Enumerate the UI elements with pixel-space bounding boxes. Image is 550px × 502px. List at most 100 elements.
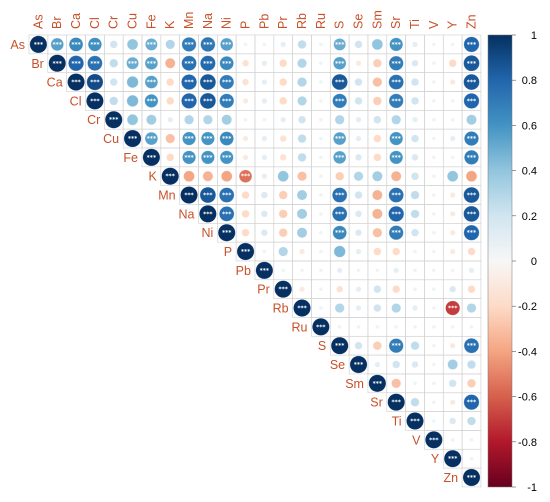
correlation-circle — [299, 248, 305, 255]
correlation-circle — [431, 324, 436, 330]
correlation-circle — [201, 150, 215, 165]
significance-stars: *** — [147, 41, 157, 48]
correlation-circle — [297, 95, 307, 106]
correlation-circle — [449, 79, 456, 85]
significance-stars: *** — [203, 41, 213, 48]
correlation-circle — [431, 211, 436, 217]
correlation-circle — [50, 37, 64, 52]
significance-stars: *** — [391, 399, 401, 406]
correlation-circle — [296, 189, 308, 201]
significance-stars: *** — [147, 154, 157, 161]
correlation-circle — [412, 116, 418, 123]
significance-stars: *** — [222, 98, 232, 105]
correlation-circle — [412, 381, 418, 386]
variable-labels: As Br Ca Cl Cr Cu Fe K Mn Na Ni P Pb Pr Rb Ru S Se Sm Sr Ti V… — [10, 10, 478, 485]
correlation-circle — [183, 170, 195, 182]
correlation-circle — [297, 39, 307, 49]
correlation-circle — [219, 206, 235, 222]
significance-stars: *** — [335, 60, 345, 67]
correlation-circle — [388, 225, 404, 241]
correlation-circle — [182, 150, 196, 165]
correlation-circle — [375, 268, 380, 273]
correlation-circle — [241, 78, 250, 86]
correlation-circle — [467, 247, 476, 256]
correlation-circle — [312, 318, 330, 336]
correlation-circle — [356, 324, 361, 330]
correlation-circle — [262, 42, 267, 47]
significance-stars: *** — [90, 79, 100, 86]
correlation-circle — [278, 246, 289, 257]
significance-stars: *** — [467, 230, 477, 237]
correlation-circle — [463, 338, 480, 354]
row-label: Sm — [345, 377, 364, 391]
significance-stars: *** — [467, 154, 477, 161]
correlation-circle — [447, 170, 459, 182]
color-legend-tick-label: 1 — [531, 30, 537, 42]
correlation-circle — [202, 170, 214, 182]
correlation-circle — [68, 37, 84, 52]
significance-stars: *** — [335, 41, 345, 48]
column-label: Fe — [144, 14, 158, 29]
significance-stars: *** — [335, 98, 345, 105]
row-label: Ni — [201, 226, 213, 240]
correlation-circle — [375, 324, 380, 330]
row-label: Ru — [291, 320, 307, 334]
correlation-circle — [296, 208, 308, 220]
significance-stars: *** — [335, 136, 345, 143]
correlation-circle — [412, 41, 418, 48]
significance-stars: *** — [222, 41, 232, 48]
correlation-circle — [260, 210, 268, 218]
correlation-circle — [466, 360, 477, 370]
column-label: Zn — [465, 14, 479, 29]
correlation-circle — [388, 338, 404, 354]
correlation-circle — [296, 227, 308, 239]
correlation-circle — [388, 205, 405, 222]
correlation-circle — [219, 150, 234, 165]
correlation-circle — [431, 79, 436, 85]
significance-stars: *** — [467, 475, 477, 482]
correlation-circle — [431, 98, 436, 104]
correlation-circle — [449, 229, 456, 236]
correlation-circle — [373, 247, 382, 256]
column-label: Cu — [126, 13, 140, 29]
correlation-circle — [431, 192, 436, 198]
significance-stars: *** — [448, 456, 458, 463]
correlation-circle — [184, 114, 194, 125]
correlation-circle — [104, 110, 123, 129]
correlation-circle — [448, 59, 457, 68]
significance-stars: *** — [467, 343, 477, 350]
correlation-circle — [280, 41, 287, 48]
significance-stars: *** — [184, 154, 194, 161]
correlation-circle — [464, 131, 479, 146]
color-legend-tick-label: -0.2 — [518, 301, 537, 313]
correlation-circle — [465, 170, 478, 182]
significance-stars: *** — [467, 192, 477, 199]
correlation-circle — [297, 77, 307, 87]
correlation-circle — [371, 38, 383, 51]
significance-stars: *** — [222, 154, 232, 161]
correlation-circle — [390, 170, 402, 182]
correlation-circle — [181, 74, 197, 90]
correlation-circle — [332, 187, 348, 203]
correlation-circle — [299, 268, 305, 273]
correlation-circle — [411, 360, 419, 369]
correlation-circle — [201, 131, 215, 146]
correlation-circle — [450, 324, 455, 330]
row-label: Sr — [370, 396, 383, 410]
correlation-circle — [297, 115, 307, 124]
correlation-circle — [278, 209, 288, 219]
color-legend-tick-label: 0.6 — [522, 120, 537, 132]
significance-stars: *** — [467, 98, 477, 105]
correlation-circle — [431, 117, 436, 122]
row-label: Fe — [123, 151, 138, 165]
correlation-circle — [318, 117, 324, 122]
significance-stars: *** — [391, 136, 401, 143]
significance-stars: *** — [90, 98, 100, 105]
significance-stars: *** — [109, 117, 119, 124]
significance-stars: *** — [391, 41, 401, 48]
correlation-circle — [466, 416, 477, 426]
correlation-circle — [260, 229, 268, 237]
color-legend-tick-label: 0 — [531, 256, 537, 268]
correlation-circle — [297, 134, 307, 144]
significance-stars: *** — [391, 98, 401, 105]
